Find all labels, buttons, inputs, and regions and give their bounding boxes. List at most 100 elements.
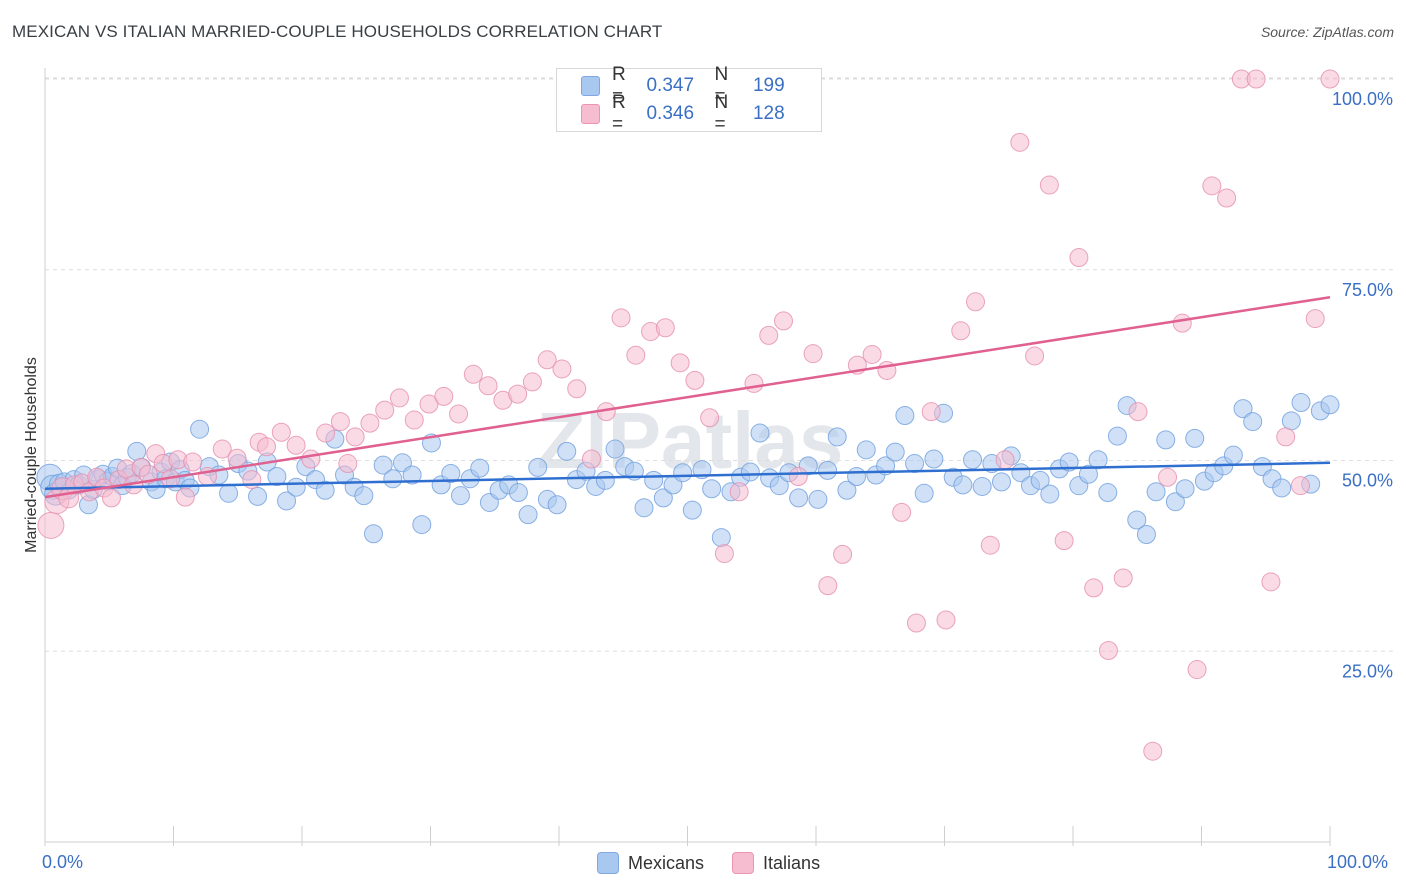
data-point-mexicans [885, 442, 905, 462]
data-point-italians [1113, 568, 1133, 588]
legend-item-mexicans: Mexicans [597, 852, 704, 874]
data-point-mexicans [363, 524, 383, 544]
data-point-italians [1069, 248, 1089, 268]
data-point-mexicans [924, 449, 944, 469]
data-point-italians [1320, 69, 1340, 89]
data-point-mexicans [1030, 470, 1050, 490]
data-point-mexicans [1156, 430, 1176, 450]
data-point-mexicans [1088, 450, 1108, 470]
data-point-mexicans [837, 480, 857, 500]
data-point-italians [611, 308, 631, 328]
data-point-italians [729, 482, 749, 502]
trend-line-italians [44, 295, 1331, 499]
data-point-italians [478, 376, 498, 396]
data-point-italians [537, 350, 557, 370]
source-credit: Source: ZipAtlas.com [1260, 24, 1394, 40]
data-point-mexicans [518, 505, 538, 525]
data-point-italians [1025, 346, 1045, 366]
data-point-italians [774, 311, 794, 331]
data-point-italians [138, 464, 158, 484]
data-point-italians [1172, 313, 1192, 333]
data-point-italians [434, 386, 454, 406]
data-point-mexicans [992, 472, 1012, 492]
data-point-mexicans [1175, 479, 1195, 499]
data-point-italians [892, 502, 912, 522]
data-point-mexicans [963, 450, 983, 470]
r-label: R = [612, 64, 626, 107]
data-point-mexicans [1127, 510, 1147, 530]
y-tick-label: 75.0% [1342, 280, 1393, 300]
data-point-mexicans [354, 486, 374, 506]
data-point-italians [921, 402, 941, 422]
n-label: N = [714, 64, 729, 107]
data-point-italians [862, 344, 882, 364]
data-point-italians [37, 511, 65, 539]
data-point-mexicans [711, 528, 731, 548]
data-point-mexicans [277, 491, 297, 511]
data-point-mexicans [1165, 492, 1185, 512]
data-point-mexicans [1233, 399, 1253, 419]
data-point-mexicans [1040, 484, 1060, 504]
data-point-mexicans [412, 515, 432, 535]
data-point-italians [1010, 132, 1030, 152]
data-point-italians [1143, 741, 1163, 761]
data-point-italians [522, 372, 542, 392]
y-tick-label: 50.0% [1342, 471, 1393, 491]
data-point-italians [338, 454, 358, 474]
italians-swatch [581, 104, 601, 124]
data-point-mexicans [441, 463, 461, 483]
data-point-italians [419, 394, 439, 414]
y-tick-label: 25.0% [1342, 661, 1393, 681]
r-value: 0.347 [646, 75, 695, 96]
data-point-italians [552, 359, 572, 379]
data-point-italians [833, 544, 853, 564]
data-point-italians [1039, 175, 1059, 195]
data-point-italians [316, 423, 336, 443]
data-point-italians [212, 439, 232, 459]
data-point-mexicans [1078, 464, 1098, 484]
data-point-mexicans [818, 460, 838, 480]
y-tick-label: 100.0% [1332, 89, 1393, 109]
data-point-mexicans [508, 483, 528, 503]
data-point-mexicans [972, 476, 992, 496]
data-point-mexicans [1185, 428, 1205, 448]
data-point-italians [286, 435, 306, 455]
data-point-mexicans [876, 456, 896, 476]
data-point-italians [404, 410, 424, 430]
data-point-mexicans [769, 476, 789, 496]
mexicans-swatch [581, 76, 601, 96]
data-point-italians [567, 379, 587, 399]
legend-item-italians: Italians [732, 852, 820, 874]
data-point-italians [626, 345, 646, 365]
data-point-italians [936, 610, 956, 630]
data-point-mexicans [383, 469, 403, 489]
data-point-italians [1290, 476, 1310, 496]
legend-row-italians: R = 0.346 N = 128 [581, 92, 821, 135]
data-point-mexicans [470, 458, 490, 478]
data-point-mexicans [789, 488, 809, 508]
data-point-mexicans [248, 486, 268, 506]
data-point-italians [330, 412, 350, 432]
data-point-mexicans [682, 500, 702, 520]
data-point-mexicans [1320, 395, 1340, 415]
data-point-italians [360, 413, 380, 433]
data-point-mexicans [702, 479, 722, 499]
chart-title: MEXICAN VS ITALIAN MARRIED-COUPLE HOUSEH… [12, 22, 663, 41]
r-label: R = [612, 92, 626, 135]
data-point-italians [463, 364, 483, 384]
x-tick-label-left: 0.0% [42, 852, 84, 872]
data-point-italians [906, 613, 926, 633]
data-point-mexicans [1272, 478, 1292, 498]
data-point-mexicans [653, 488, 673, 508]
data-point-mexicans [1146, 482, 1166, 502]
data-point-mexicans [1059, 452, 1079, 472]
data-point-italians [1128, 402, 1148, 422]
legend-label-mexicans: Mexicans [628, 852, 705, 873]
data-point-mexicans [827, 427, 847, 447]
data-point-italians [714, 544, 734, 564]
data-point-mexicans [286, 477, 306, 497]
data-point-mexicans [528, 457, 548, 477]
data-point-italians [1084, 578, 1104, 598]
data-point-mexicans [373, 455, 393, 475]
